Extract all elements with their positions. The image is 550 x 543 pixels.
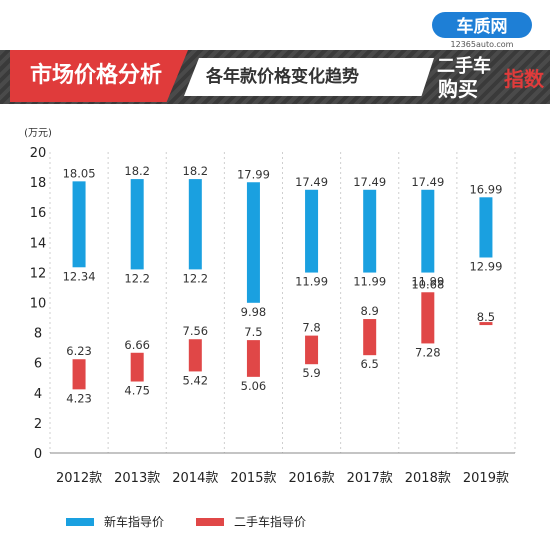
x-tick-label: 2017款 [347, 471, 393, 486]
data-label-high: 17.99 [237, 167, 270, 181]
used-car-price-bar [188, 339, 202, 372]
y-tick-label: 8 [34, 327, 42, 342]
data-label-high: 6.66 [124, 338, 150, 352]
new-car-price-bar [421, 189, 435, 273]
data-label-low: 12.34 [63, 269, 96, 283]
data-label-low: 4.23 [66, 391, 92, 405]
header-banner: 市场价格分析 各年款价格变化趋势 车质网 12365auto.com 二手车 购… [0, 0, 550, 106]
data-label-high: 6.23 [66, 344, 92, 358]
x-tick-label: 2014款 [172, 471, 218, 486]
data-label-low: 12.2 [183, 271, 209, 285]
y-tick-label: 6 [34, 357, 42, 372]
y-tick-label: 16 [30, 206, 47, 221]
y-tick-label: 14 [30, 236, 47, 251]
data-label-high: 7.5 [244, 325, 262, 339]
y-tick-label: 12 [30, 266, 47, 281]
logo-line1: 二手车 [437, 55, 491, 77]
used-car-price-bar [421, 292, 435, 344]
x-tick-label: 2018款 [405, 471, 451, 486]
x-tick-label: 2013款 [114, 471, 160, 486]
new-car-price-bar [305, 189, 319, 273]
used-car-price-bar [246, 340, 260, 377]
y-tick-label: 20 [30, 146, 47, 161]
data-label-high: 17.49 [295, 175, 328, 189]
y-axis-unit-label: (万元) [24, 128, 52, 139]
data-label-low: 5.06 [241, 379, 267, 393]
data-label-high: 7.8 [302, 321, 320, 335]
logo-pill [432, 12, 532, 38]
data-label-low: 11.99 [353, 275, 386, 289]
data-label-low: 12.2 [124, 271, 150, 285]
data-label-high: 7.56 [183, 324, 209, 338]
brand-logo: 车质网 12365auto.com 二手车 购买 指数 [432, 12, 545, 101]
page-subtitle: 各年款价格变化趋势 [184, 58, 434, 96]
data-label-low: 12.99 [469, 260, 502, 274]
legend-label-new-car: 新车指导价 [104, 515, 165, 529]
new-car-price-bar [130, 179, 144, 270]
y-tick-label: 4 [34, 387, 42, 402]
data-label-low: 7.28 [415, 345, 441, 359]
new-car-price-bar [72, 181, 86, 268]
data-label-high: 10.68 [411, 277, 444, 291]
used-car-price-bar [363, 319, 377, 356]
x-tick-label: 2012款 [56, 471, 102, 486]
legend-swatch-used-car [196, 518, 224, 526]
used-car-price-bar [130, 352, 144, 382]
data-label-low: 5.42 [183, 373, 209, 387]
page-title: 市场价格分析 [10, 50, 188, 102]
data-label-low: 6.5 [361, 357, 379, 371]
data-label-high: 17.49 [353, 175, 386, 189]
new-car-price-bar [188, 179, 202, 270]
data-label-low: 11.99 [411, 275, 444, 289]
y-tick-label: 10 [30, 297, 47, 312]
data-label-high: 18.2 [124, 164, 150, 178]
data-label-high: 8.9 [361, 304, 379, 318]
logo-line2: 购买 [438, 77, 478, 101]
data-label-low: 4.75 [124, 384, 150, 398]
new-car-price-bar [246, 182, 260, 303]
data-label-low: 9.98 [241, 305, 267, 319]
data-label-high: 16.99 [469, 182, 502, 196]
price-range-chart: (万元) 0 2 4 6 8 10 12 14 16 18 20 2012款 2013款 2014款 2015… [24, 128, 516, 486]
logo-brand-text: 车质网 [457, 16, 508, 37]
data-label-low: 5.9 [302, 366, 320, 380]
y-tick-label: 18 [30, 176, 47, 191]
data-label-high: 17.49 [411, 175, 444, 189]
new-car-price-bar [363, 189, 377, 273]
used-car-price-bar [479, 322, 493, 326]
y-tick-label: 2 [34, 417, 42, 432]
new-car-price-bar [479, 197, 493, 258]
y-tick-label: 0 [34, 447, 42, 462]
legend-swatch-new-car [66, 518, 94, 526]
used-car-price-bar [72, 359, 86, 390]
logo-badge: 指数 [504, 67, 545, 91]
legend-label-used-car: 二手车指导价 [234, 515, 307, 529]
logo-url-text: 12365auto.com [451, 40, 514, 49]
data-label-high: 18.2 [183, 164, 209, 178]
data-label-low: 11.99 [295, 275, 328, 289]
x-tick-label: 2019款 [463, 471, 509, 486]
data-label-high: 18.05 [63, 166, 96, 180]
used-car-price-bar [305, 335, 319, 365]
x-tick-label: 2016款 [289, 471, 335, 486]
data-label-high: 8.5 [477, 310, 495, 324]
x-tick-label: 2015款 [230, 471, 276, 486]
